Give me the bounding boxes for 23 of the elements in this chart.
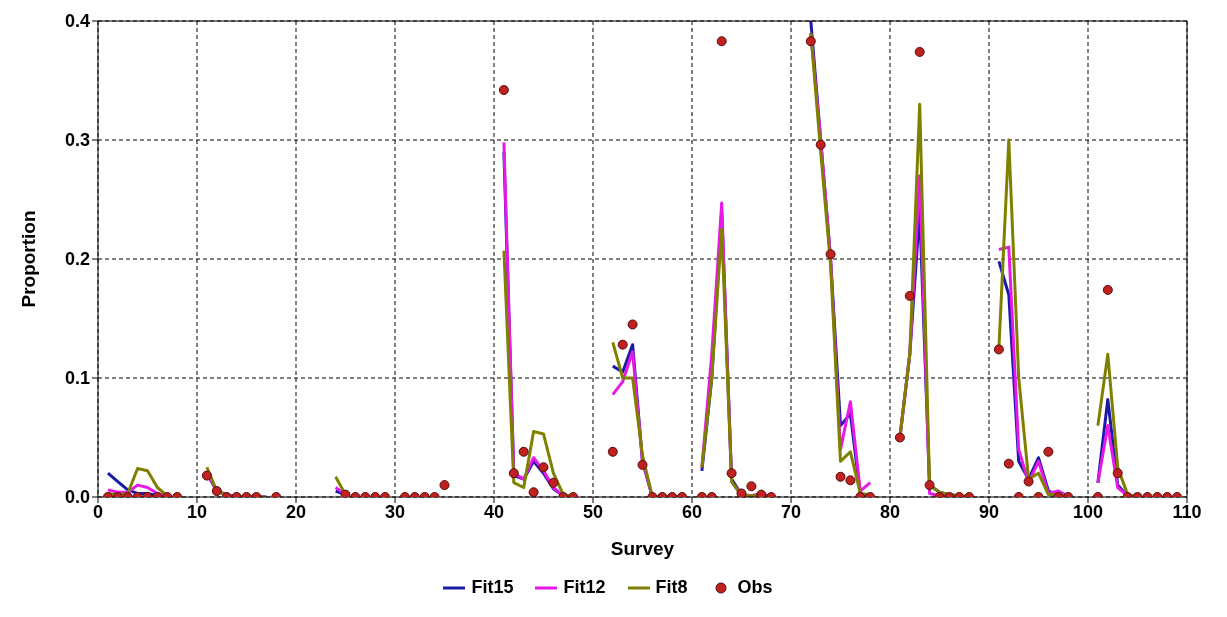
legend-label: Fit12 — [562, 577, 606, 598]
y-tick-label: 0.4 — [64, 11, 90, 32]
x-axis-title: Survey — [610, 538, 675, 559]
x-tick-label: 60 — [681, 501, 703, 522]
x-tick-label: 110 — [1172, 501, 1202, 522]
y-axis-title: Proportion — [17, 210, 39, 308]
x-tick-label: 10 — [186, 501, 208, 522]
y-tick-label: 0.1 — [64, 368, 90, 389]
x-tick-label: 50 — [582, 501, 604, 522]
y-tick-label: 0.0 — [64, 487, 90, 508]
x-tick-label: 30 — [384, 501, 406, 522]
legend-label: Fit8 — [654, 577, 688, 598]
x-tick-label: 90 — [978, 501, 1000, 522]
legend-label: Obs — [736, 577, 773, 598]
x-tick-label: 0 — [92, 501, 104, 522]
y-tick-label: 0.3 — [64, 130, 90, 151]
x-tick-label: 20 — [285, 501, 307, 522]
legend-label: Fit15 — [470, 577, 514, 598]
x-tick-label: 70 — [780, 501, 802, 522]
y-tick-label: 0.2 — [64, 249, 90, 270]
x-tick-label: 40 — [483, 501, 505, 522]
x-tick-label: 80 — [879, 501, 901, 522]
x-tick-label: 100 — [1072, 501, 1104, 522]
